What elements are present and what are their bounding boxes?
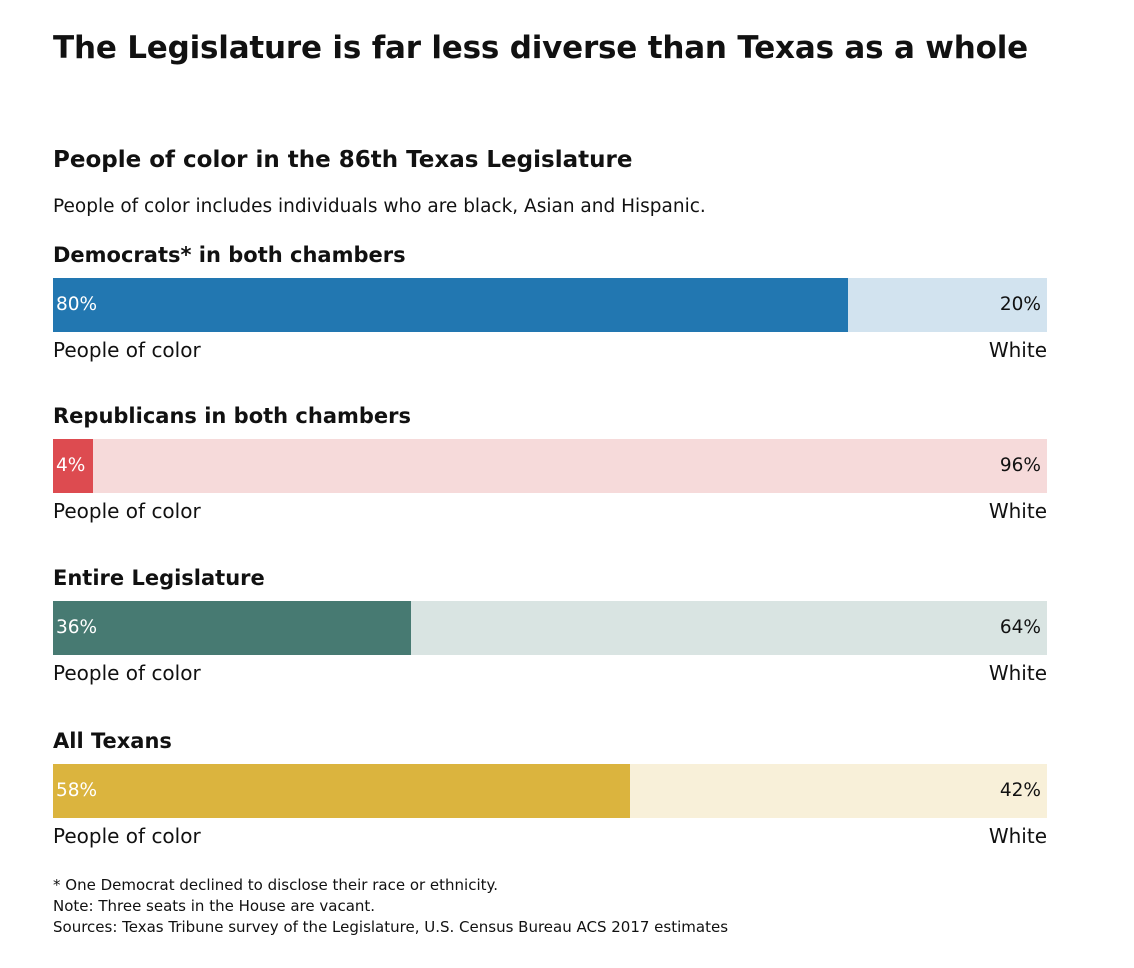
value-label-white: 96% — [999, 455, 1041, 476]
axis-label-white: White — [988, 661, 1047, 685]
bar-track: 58% 42% — [53, 764, 1047, 818]
bar-people-of-color — [53, 278, 849, 332]
footnote-note: Note: Three seats in the House are vacan… — [53, 897, 376, 915]
axis-label-people-of-color: People of color — [53, 824, 201, 848]
axis-labels: People of color White — [53, 493, 1047, 529]
axis-labels: People of color White — [53, 332, 1047, 368]
bar-group-entire-legislature: Entire Legislature 36% 64% People of col… — [53, 563, 1047, 691]
bar-track: 4% 96% — [53, 439, 1047, 493]
bar-people-of-color — [53, 439, 93, 493]
axis-label-white: White — [988, 338, 1047, 362]
category-label: Democrats* in both chambers — [53, 243, 406, 267]
axis-labels: People of color White — [53, 818, 1047, 854]
bar-group-democrats: Democrats* in both chambers 80% 20% Peop… — [53, 240, 1047, 368]
axis-label-white: White — [988, 499, 1047, 523]
axis-label-people-of-color: People of color — [53, 499, 201, 523]
axis-label-people-of-color: People of color — [53, 338, 201, 362]
category-label: Republicans in both chambers — [53, 404, 412, 428]
chart-headline: The Legislature is far less diverse than… — [53, 30, 1028, 66]
value-label-white: 64% — [999, 617, 1041, 638]
value-label-people-of-color: 58% — [56, 780, 98, 801]
value-label-white: 20% — [999, 294, 1041, 315]
footnote-sources: Sources: Texas Tribune survey of the Leg… — [53, 918, 729, 936]
chart-description: People of color includes individuals who… — [53, 196, 706, 217]
bar-group-republicans: Republicans in both chambers 4% 96% Peop… — [53, 401, 1047, 529]
value-label-people-of-color: 80% — [56, 294, 98, 315]
axis-label-white: White — [988, 824, 1047, 848]
footnotes: * One Democrat declined to disclose thei… — [53, 875, 728, 938]
chart-title: People of color in the 86th Texas Legisl… — [53, 147, 633, 173]
axis-label-people-of-color: People of color — [53, 661, 201, 685]
footnote-asterisk: * One Democrat declined to disclose thei… — [53, 876, 499, 894]
value-label-people-of-color: 4% — [56, 455, 86, 476]
bar-people-of-color — [53, 764, 630, 818]
bar-track: 80% 20% — [53, 278, 1047, 332]
value-label-white: 42% — [999, 780, 1041, 801]
category-label: All Texans — [53, 729, 172, 753]
axis-labels: People of color White — [53, 655, 1047, 691]
value-label-people-of-color: 36% — [56, 617, 98, 638]
bar-people-of-color — [53, 601, 411, 655]
category-label: Entire Legislature — [53, 566, 265, 590]
bar-group-all-texans: All Texans 58% 42% People of color White — [53, 726, 1047, 854]
bar-track: 36% 64% — [53, 601, 1047, 655]
